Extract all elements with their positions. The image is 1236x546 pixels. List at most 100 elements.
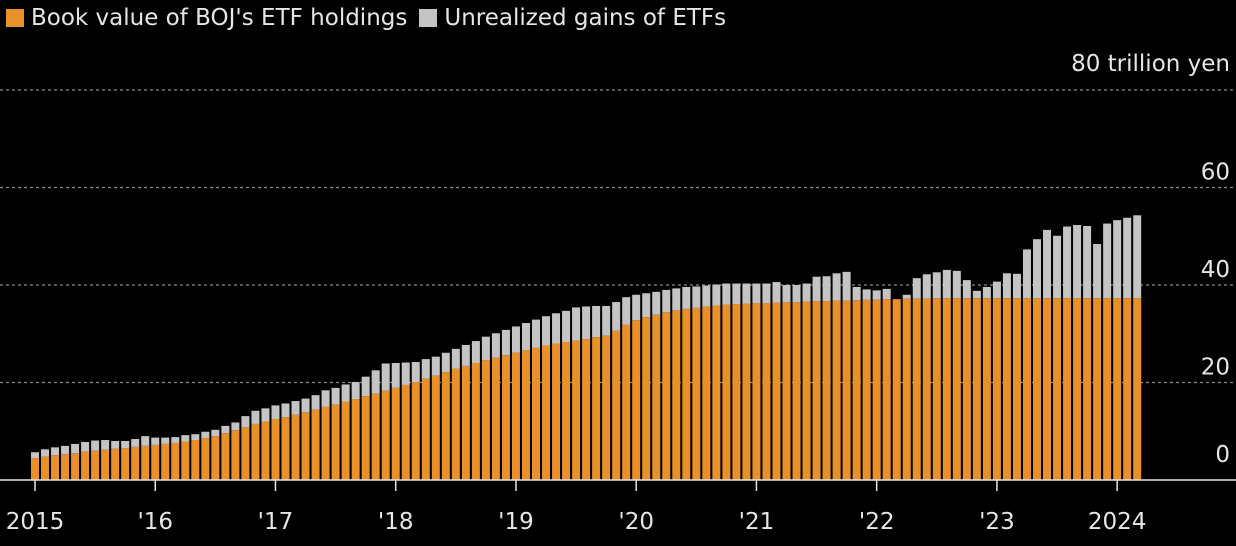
bar-book-value (471, 363, 480, 480)
bar-unrealized-gains (41, 449, 50, 457)
bar-unrealized-gains (1002, 273, 1011, 299)
bar-book-value (842, 300, 851, 480)
bar-book-value (131, 446, 140, 480)
bar-unrealized-gains (1012, 273, 1021, 299)
bar-book-value (271, 419, 280, 480)
bar-book-value (692, 307, 701, 480)
bar-unrealized-gains (822, 276, 831, 302)
bar-unrealized-gains (882, 288, 891, 300)
bar-unrealized-gains (742, 283, 751, 304)
bar-book-value (1103, 298, 1112, 480)
bar-book-value (371, 393, 380, 480)
bar-unrealized-gains (1033, 239, 1041, 299)
bar-book-value (742, 303, 751, 480)
bar-book-value (862, 299, 871, 480)
bar-book-value (822, 301, 831, 480)
bar-book-value (532, 347, 540, 480)
bar-unrealized-gains (902, 294, 911, 299)
bar-book-value (81, 451, 90, 480)
bar-book-value (141, 445, 150, 480)
bar-unrealized-gains (471, 341, 480, 363)
bar-unrealized-gains (562, 310, 571, 343)
y-tick-label: 60 (1201, 160, 1230, 186)
bar-book-value (1113, 298, 1122, 480)
bar-unrealized-gains (622, 297, 631, 325)
bar-unrealized-gains (572, 307, 581, 341)
bar-book-value (572, 340, 581, 480)
legend-label-book-value: Book value of BOJ's ETF holdings (31, 5, 408, 31)
bar-unrealized-gains (752, 283, 761, 304)
bar-unrealized-gains (832, 273, 841, 301)
bar-unrealized-gains (782, 285, 791, 303)
bar-unrealized-gains (411, 362, 420, 383)
x-tick-label: '22 (859, 509, 895, 535)
bar-unrealized-gains (441, 352, 450, 373)
bar-book-value (361, 396, 370, 480)
bar-book-value (912, 298, 921, 480)
bar-unrealized-gains (662, 289, 671, 313)
bar-book-value (1133, 298, 1142, 480)
bar-book-value (191, 440, 200, 480)
bar-book-value (1093, 298, 1102, 480)
bar-book-value (381, 390, 390, 480)
legend-item-unrealized-gains[interactable]: Unrealized gains of ETFs (419, 5, 726, 31)
bar-book-value (451, 368, 460, 480)
bar-unrealized-gains (962, 280, 971, 299)
bar-book-value (121, 448, 130, 480)
bar-book-value (1022, 298, 1031, 480)
bar-book-value (622, 324, 631, 480)
bar-book-value (632, 320, 641, 480)
x-tick-label: '19 (498, 509, 534, 535)
bar-unrealized-gains (321, 390, 330, 407)
bar-unrealized-gains (211, 429, 220, 437)
bar-book-value (301, 412, 310, 480)
bar-unrealized-gains (521, 323, 530, 351)
legend-swatch-unrealized-gains (419, 9, 438, 27)
bar-book-value (521, 350, 530, 480)
bar-unrealized-gains (371, 370, 380, 394)
bar-unrealized-gains (421, 359, 430, 379)
bar-book-value (1053, 298, 1062, 480)
legend-item-book-value[interactable]: Book value of BOJ's ETF holdings (6, 5, 407, 31)
bar-book-value (932, 298, 941, 480)
bar-unrealized-gains (291, 401, 300, 415)
bar-book-value (732, 304, 741, 480)
bar-unrealized-gains (351, 382, 360, 400)
legend-label-unrealized-gains: Unrealized gains of ETFs (444, 5, 727, 31)
x-tick-label: '21 (739, 509, 775, 535)
bar-book-value (501, 355, 510, 480)
bar-unrealized-gains (922, 274, 931, 299)
bar-unrealized-gains (862, 289, 871, 300)
bar-book-value (892, 299, 901, 480)
bar-unrealized-gains (592, 305, 601, 338)
bar-book-value (1073, 298, 1082, 480)
bar-unrealized-gains (381, 363, 390, 391)
bar-book-value (642, 317, 651, 480)
bar-unrealized-gains (1073, 225, 1082, 299)
bar-book-value (401, 384, 410, 480)
bar-unrealized-gains (181, 435, 190, 442)
bar-book-value (552, 343, 561, 480)
bar-unrealized-gains (281, 403, 290, 418)
bar-unrealized-gains (1123, 217, 1132, 299)
bar-unrealized-gains (872, 290, 881, 300)
bar-book-value (111, 448, 120, 480)
bar-unrealized-gains (802, 283, 811, 302)
bar-book-value (151, 444, 160, 480)
x-tick-label: 2024 (1088, 509, 1147, 535)
bar-book-value (682, 308, 691, 480)
bar-book-value (942, 298, 951, 480)
bar-unrealized-gains (812, 276, 821, 302)
bar-unrealized-gains (201, 431, 210, 439)
bar-book-value (802, 301, 811, 480)
bar-book-value (772, 302, 781, 480)
bar-unrealized-gains (992, 281, 1001, 299)
bar-book-value (612, 330, 621, 480)
bar-unrealized-gains (141, 436, 150, 446)
bar-book-value (762, 303, 771, 480)
bar-book-value (421, 378, 430, 480)
bar-unrealized-gains (121, 441, 130, 449)
bar-book-value (672, 310, 681, 480)
bar-unrealized-gains (101, 440, 110, 450)
